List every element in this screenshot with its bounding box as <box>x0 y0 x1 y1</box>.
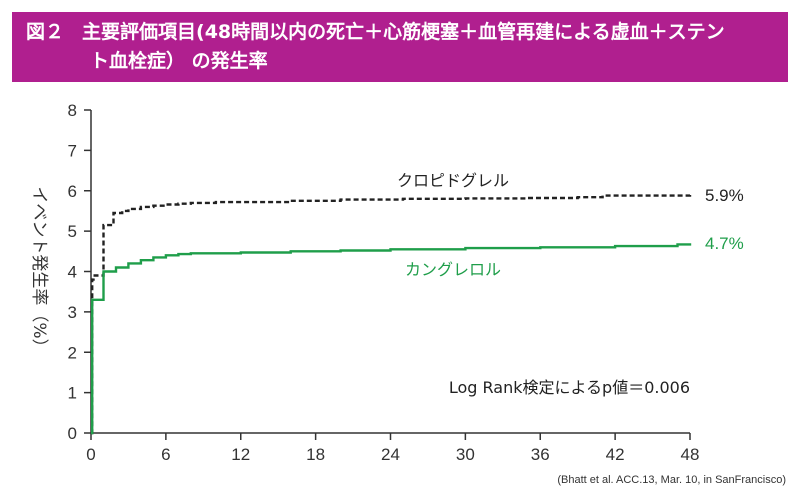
series-line-1 <box>91 243 692 435</box>
x-tick-label: 24 <box>381 445 400 464</box>
y-tick-label: 3 <box>68 303 77 322</box>
x-tick-label: 12 <box>231 445 250 464</box>
y-tick-label: 4 <box>68 263 77 282</box>
y-tick-label: 7 <box>68 141 77 160</box>
series-line-0 <box>91 194 692 435</box>
x-tick-label: 42 <box>606 445 625 464</box>
series-label-clopidogrel: クロピドグレル <box>397 171 509 190</box>
source-citation: (Bhatt et al. ACC.13, Mar. 10, in SanFra… <box>557 474 786 486</box>
figure-title-line2: ト血栓症） の発生率 <box>90 50 268 72</box>
x-tick-label: 30 <box>456 445 475 464</box>
x-tick-label: 0 <box>86 445 95 464</box>
figure-title-text1: 主要評価項目(48時間以内の死亡＋心筋梗塞＋血管再建による虚血＋ステン <box>82 21 725 43</box>
series-label-cangrelor: カングレロル <box>405 260 501 279</box>
y-tick-label: 2 <box>68 343 77 362</box>
figure-label: 図２ <box>26 21 65 43</box>
figure-title-line1: 図２ 主要評価項目(48時間以内の死亡＋心筋梗塞＋血管再建による虚血＋ステン <box>26 18 774 47</box>
chart-series <box>91 194 692 435</box>
p-value-annotation: Log Rank検定によるp値＝0.006 <box>449 378 690 397</box>
end-value-label: 4.7% <box>705 234 744 253</box>
y-tick-label: 1 <box>68 384 77 403</box>
end-value-label: 5.9% <box>705 186 744 205</box>
y-axis-label: イベント発生率（%） <box>29 186 49 355</box>
x-tick-label: 18 <box>306 445 325 464</box>
x-tick-label: 6 <box>161 445 170 464</box>
x-tick-label: 36 <box>531 445 550 464</box>
figure-header: 図２ 主要評価項目(48時間以内の死亡＋心筋梗塞＋血管再建による虚血＋ステン ト血… <box>12 12 788 82</box>
y-tick-label: 8 <box>68 101 77 120</box>
x-tick-label: 48 <box>681 445 700 464</box>
y-tick-label: 6 <box>68 182 77 201</box>
y-tick-label: 0 <box>68 424 77 443</box>
y-tick-label: 5 <box>68 222 77 241</box>
